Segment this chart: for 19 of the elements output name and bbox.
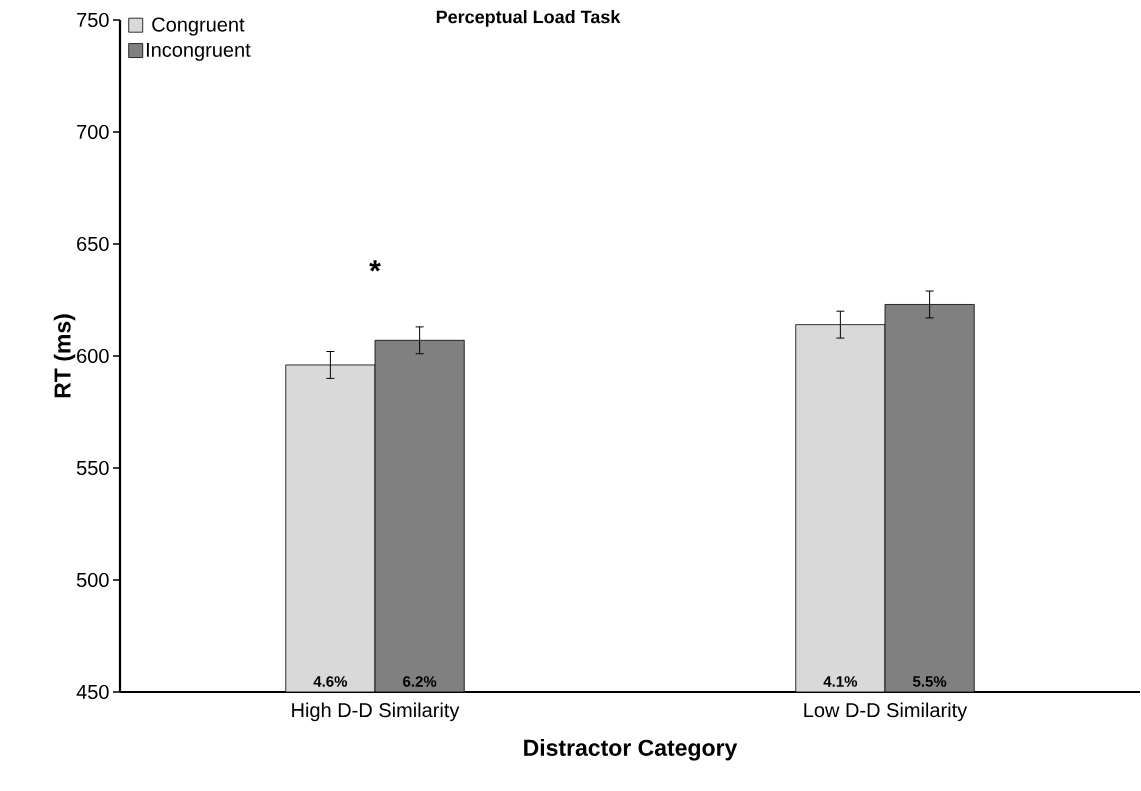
x-tick-label: Low D-D Similarity: [804, 702, 968, 722]
y-tick-label: 700: [77, 124, 109, 140]
chart-title: Perceptual Load Task: [436, 10, 621, 27]
annotation: 4.1%: [823, 676, 858, 687]
y-axis-title: RT (ms): [53, 314, 76, 398]
x-axis-title: Distractor Category: [524, 739, 738, 761]
y-tick-label: 600: [77, 348, 109, 364]
y-tick-label: 500: [76, 572, 109, 588]
y-tick-label: 450: [76, 684, 109, 700]
annotation: 4.6%: [313, 676, 348, 687]
legend-label: Incongruent: [146, 42, 251, 61]
y-tick-label: 550: [76, 460, 109, 476]
legend-label: Congruent: [152, 17, 245, 36]
annotation: 5.5%: [912, 676, 947, 687]
y-tick-label: 750: [77, 12, 109, 28]
x-tick-label: High D-D Similarity: [292, 702, 460, 722]
y-tick-label: 650: [77, 236, 109, 252]
annotation: *: [369, 260, 381, 272]
annotation: 6.2%: [403, 676, 437, 687]
